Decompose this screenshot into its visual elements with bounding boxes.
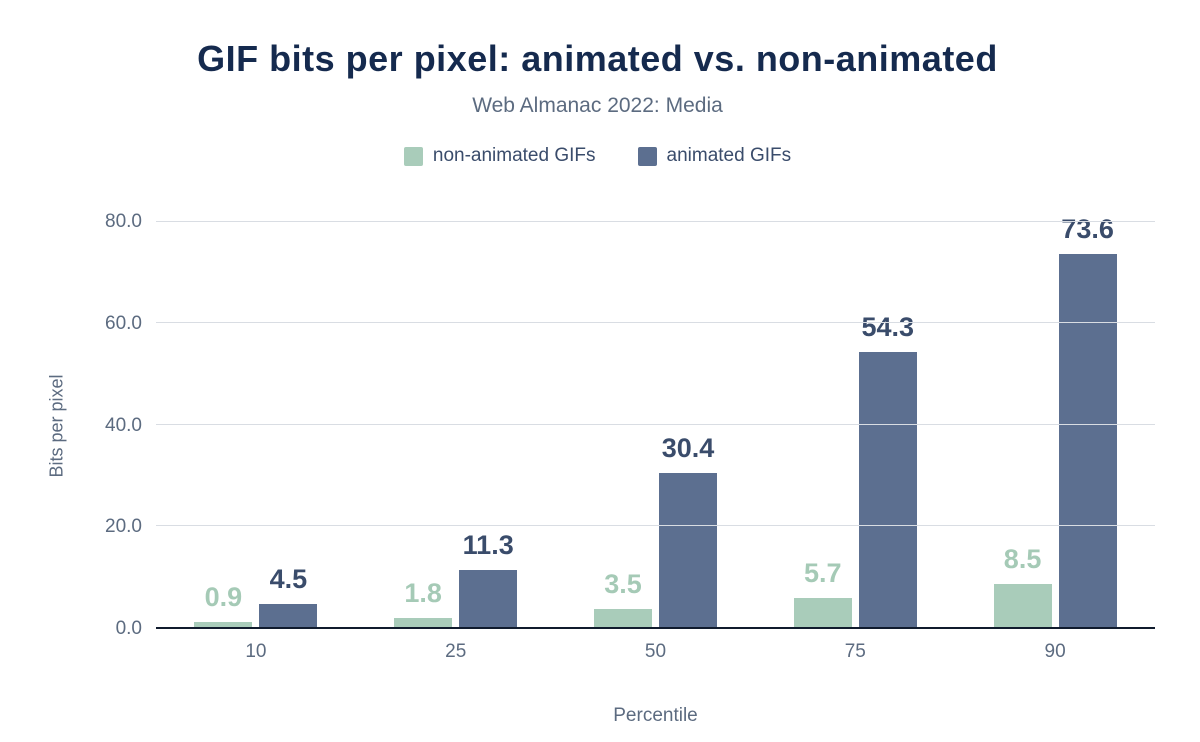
bar — [194, 622, 253, 627]
bar-column: 54.3 — [858, 312, 917, 627]
x-tick-label: 50 — [644, 641, 667, 662]
bar — [593, 609, 652, 627]
bar-value-label: 3.5 — [604, 569, 642, 599]
bar-group: 0.9 4.5 — [156, 222, 356, 627]
chart-title: GIF bits per pixel: animated vs. non-ani… — [197, 38, 998, 79]
plot-area: 0.9 4.5 1.8 11.3 3.5 30.4 5.7 54.3 8.5 73.6 — [156, 214, 1155, 629]
bar-value-label: 4.5 — [269, 564, 308, 594]
gridline — [156, 524, 1155, 526]
bar-value-label: 73.6 — [1061, 214, 1114, 244]
bar-group: 1.8 11.3 — [356, 222, 556, 627]
bar — [259, 604, 318, 627]
bar-column: 73.6 — [1058, 214, 1117, 627]
bar-column: 30.4 — [658, 433, 717, 627]
bar — [658, 473, 717, 627]
x-axis-label: Percentile — [613, 705, 698, 726]
bar-column: 4.5 — [259, 564, 318, 627]
x-tick-label: 75 — [844, 641, 866, 662]
y-tick-label: 20.0 — [105, 516, 142, 538]
legend-label: animated GIFs — [666, 145, 792, 166]
y-axis-label: Bits per pixel — [46, 373, 67, 478]
legend-swatch — [403, 146, 423, 166]
bar-column: 1.8 — [394, 578, 453, 627]
chart-legend: non-animated GIFs animated GIFs — [40, 144, 1155, 168]
bar-column: 5.7 — [793, 558, 852, 627]
bar-value-label: 11.3 — [462, 530, 514, 560]
bar — [858, 352, 917, 627]
legend-swatch — [637, 146, 657, 166]
x-tick-label: 10 — [245, 641, 267, 662]
bar-column: 11.3 — [459, 530, 518, 627]
bar-groups: 0.9 4.5 1.8 11.3 3.5 30.4 5.7 54.3 8.5 73.6 — [156, 214, 1155, 627]
bar — [993, 584, 1052, 627]
bar-value-label: 5.7 — [804, 558, 842, 588]
bar-column: 3.5 — [593, 569, 652, 627]
bar-value-label: 8.5 — [1003, 544, 1042, 574]
x-tick-label: 90 — [1044, 641, 1066, 662]
y-tick-label: 60.0 — [105, 312, 142, 334]
gridline — [156, 221, 1155, 222]
x-axis-ticks: 10 25 50 75 90 — [156, 641, 1155, 663]
bar-value-label: 54.3 — [861, 312, 915, 342]
bar-column: 8.5 — [993, 544, 1052, 627]
y-tick-label: 0.0 — [115, 618, 142, 639]
legend-item: non-animated GIFs — [403, 145, 596, 167]
bar — [394, 618, 453, 627]
bar-group: 8.5 73.6 — [955, 214, 1155, 627]
legend-item: animated GIFs — [637, 145, 792, 167]
legend-label: non-animated GIFs — [432, 145, 596, 166]
bar-value-label: 1.8 — [404, 578, 442, 608]
bar-group: 5.7 54.3 — [755, 222, 955, 627]
gridline — [156, 322, 1155, 324]
bar — [1058, 254, 1117, 627]
bar-value-label: 30.4 — [661, 433, 715, 463]
bar-column: 0.9 — [194, 582, 253, 627]
bar-group: 3.5 30.4 — [556, 222, 756, 627]
chart-subtitle: Web Almanac 2022: Media — [472, 94, 723, 117]
y-tick-label: 40.0 — [105, 414, 142, 436]
bar — [459, 570, 518, 627]
y-tick-label: 80.0 — [105, 211, 142, 232]
bar-value-label: 0.9 — [204, 582, 243, 612]
gridline — [156, 423, 1155, 425]
chart-area: Bits per pixel 0.0 20.0 40.0 60.0 80.0 0.9 4.… — [40, 211, 1155, 727]
y-axis-ticks: 0.0 20.0 40.0 60.0 80.0 — [74, 211, 156, 639]
x-tick-label: 25 — [445, 641, 467, 662]
bar — [793, 598, 852, 627]
